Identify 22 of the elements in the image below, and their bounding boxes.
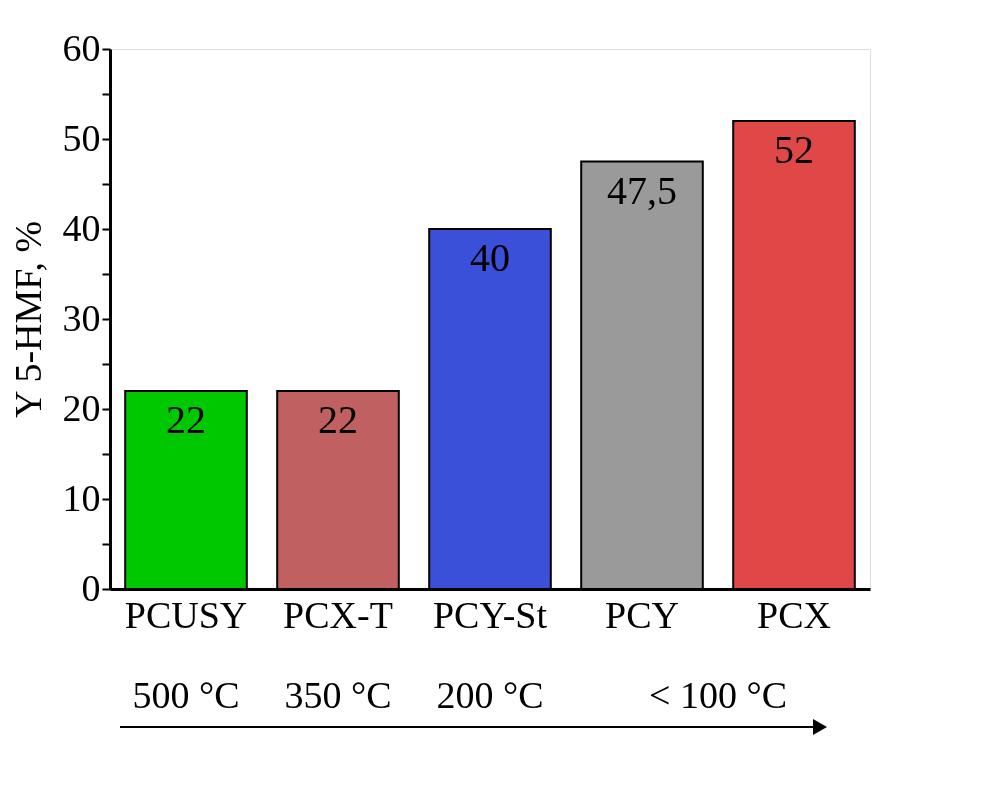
y-tick-label: 40 [62, 206, 101, 249]
y-tick-label: 30 [62, 296, 101, 339]
y-axis-title: Y 5-HMF, % [6, 220, 49, 419]
x-tick-label: PCX-T [283, 593, 393, 636]
y-tick-label: 60 [62, 26, 101, 69]
text: 500 °C [132, 674, 240, 716]
data-label: 52 [774, 127, 814, 172]
y-tick-label: 0 [81, 566, 101, 609]
x-tick-label: PCUSY [124, 593, 248, 636]
x-tick-label: PCY-St [432, 593, 548, 636]
y-tick-label: 20 [62, 386, 101, 429]
text: 200 °C [436, 674, 544, 716]
data-label: 22 [318, 397, 358, 442]
data-label: 47,5 [607, 167, 677, 213]
data-label: 40 [470, 235, 510, 280]
y-tick-label: 10 [62, 476, 101, 519]
data-label: 22 [166, 397, 206, 442]
y-tick-label: 50 [62, 116, 101, 159]
x-tick-label: PCY [605, 593, 679, 636]
text: 350 °C [284, 674, 392, 716]
text: < 100 °C [649, 674, 787, 716]
x-tick-label: PCX [757, 593, 831, 636]
